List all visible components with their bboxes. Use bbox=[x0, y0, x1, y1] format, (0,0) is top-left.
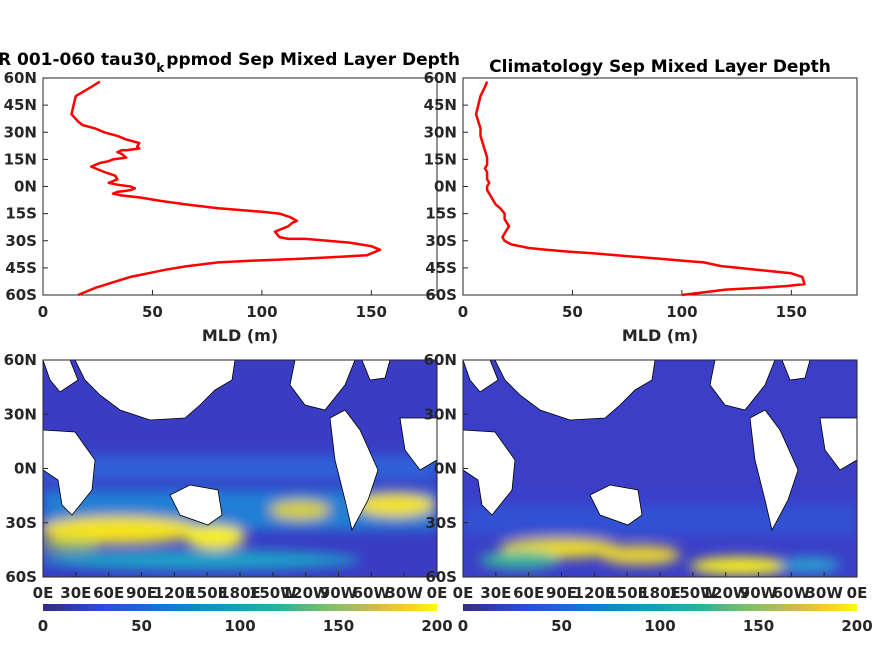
ytick-label: 60S bbox=[425, 568, 457, 586]
xtick-label: 90E bbox=[546, 584, 577, 602]
panel-2-xlabel: MLD (m) bbox=[622, 326, 698, 345]
ytick-label: 0N bbox=[434, 178, 457, 196]
colorbar-tick-label: 100 bbox=[224, 617, 255, 635]
xtick-label: 50 bbox=[142, 303, 163, 321]
colorbar-tick-label: 0 bbox=[38, 617, 48, 635]
ytick-label: 60N bbox=[424, 69, 457, 87]
colorbar-tick-label: 0 bbox=[458, 617, 468, 635]
panel-2-title: Climatology Sep Mixed Layer Depth bbox=[489, 57, 831, 77]
panel-2-series-line bbox=[474, 81, 806, 297]
xtick-label: 90W bbox=[740, 584, 778, 602]
ytick-label: 30N bbox=[424, 405, 457, 423]
panel-3-land bbox=[43, 360, 437, 532]
ytick-label: 30N bbox=[424, 123, 457, 141]
xtick-label: 0 bbox=[38, 303, 48, 321]
xtick-label: 150W bbox=[669, 584, 717, 602]
panel-3-colorbar bbox=[43, 604, 437, 611]
xtick-label: 120W bbox=[702, 584, 750, 602]
colorbar-tick-label: 50 bbox=[131, 617, 152, 635]
xtick-label: 50 bbox=[562, 303, 583, 321]
ytick-label: 15S bbox=[425, 205, 457, 223]
panel-1-axes bbox=[42, 77, 438, 296]
xtick-label: 60W bbox=[773, 584, 811, 602]
ytick-label: 30S bbox=[425, 232, 457, 250]
xtick-label: 30W bbox=[805, 584, 843, 602]
colorbar-tick-label: 200 bbox=[841, 617, 872, 635]
xtick-label: 150E bbox=[186, 584, 228, 602]
xtick-label: 30E bbox=[60, 584, 91, 602]
xtick-label: 180E bbox=[219, 584, 261, 602]
xtick-label: 90E bbox=[126, 584, 157, 602]
xtick-label: 60E bbox=[513, 584, 544, 602]
xtick-label: 0 bbox=[458, 303, 468, 321]
ytick-label: 45N bbox=[4, 96, 37, 114]
xtick-label: 60W bbox=[353, 584, 391, 602]
ytick-label: 30S bbox=[5, 514, 37, 532]
ytick-label: 30N bbox=[4, 405, 37, 423]
panel-1-series-line bbox=[70, 80, 382, 297]
ytick-label: 0N bbox=[14, 460, 37, 478]
xtick-label: 0E bbox=[33, 584, 54, 602]
ytick-label: 60N bbox=[4, 351, 37, 369]
panel-4-colorbar-ticks: 0 50 100 150 200 bbox=[458, 617, 873, 635]
ytick-label: 30S bbox=[425, 514, 457, 532]
ytick-label: 15N bbox=[424, 150, 457, 168]
panel-4-colorbar bbox=[463, 604, 857, 611]
panel-3-field bbox=[43, 360, 437, 577]
colorbar-tick-label: 150 bbox=[743, 617, 774, 635]
xtick-label: 100 bbox=[666, 303, 697, 321]
xtick-label: 30W bbox=[385, 584, 423, 602]
xtick-label: 90W bbox=[320, 584, 358, 602]
ytick-label: 60S bbox=[425, 286, 457, 304]
colorbar-tick-label: 100 bbox=[644, 617, 675, 635]
xtick-label: 150W bbox=[249, 584, 297, 602]
ytick-label: 45S bbox=[425, 259, 457, 277]
xtick-label: 0E bbox=[847, 584, 868, 602]
ytick-label: 30S bbox=[5, 232, 37, 250]
panel-4-field bbox=[463, 360, 857, 577]
panel-1-xlabel: MLD (m) bbox=[202, 326, 278, 345]
panel-3-colorbar-ticks: 0 50 100 150 200 bbox=[38, 617, 453, 635]
colorbar-tick-label: 150 bbox=[323, 617, 354, 635]
panel-2: Climatology Sep Mixed Layer Depth 60N 45N… bbox=[424, 57, 858, 345]
xtick-label: 150E bbox=[606, 584, 648, 602]
ytick-label: 60S bbox=[5, 568, 37, 586]
xtick-label: 0E bbox=[427, 584, 448, 602]
ytick-label: 0N bbox=[14, 178, 37, 196]
xtick-label: 0E bbox=[453, 584, 474, 602]
xtick-label: 60E bbox=[93, 584, 124, 602]
ytick-label: 30N bbox=[4, 123, 37, 141]
ytick-label: 45N bbox=[424, 96, 457, 114]
ytick-label: 15S bbox=[5, 205, 37, 223]
colorbar-tick-label: 200 bbox=[421, 617, 452, 635]
ytick-label: 45S bbox=[5, 259, 37, 277]
panel-4-land bbox=[463, 360, 857, 532]
ytick-label: 15N bbox=[4, 150, 37, 168]
xtick-label: 120E bbox=[154, 584, 196, 602]
xtick-label: 150 bbox=[776, 303, 807, 321]
panel-1: R 001-060 tau30k ppmod Sep Mixed Layer De… bbox=[0, 50, 460, 345]
xtick-label: 100 bbox=[246, 303, 277, 321]
xtick-label: 120W bbox=[282, 584, 330, 602]
ytick-label: 60N bbox=[424, 351, 457, 369]
colorbar-tick-label: 50 bbox=[551, 617, 572, 635]
ytick-label: 60S bbox=[5, 286, 37, 304]
ytick-label: 60N bbox=[4, 69, 37, 87]
panel-1-title: R 001-060 tau30k ppmod Sep Mixed Layer De… bbox=[0, 50, 460, 75]
xtick-label: 180E bbox=[639, 584, 681, 602]
ytick-label: 0N bbox=[434, 460, 457, 478]
xtick-label: 150 bbox=[356, 303, 387, 321]
xtick-label: 30E bbox=[480, 584, 511, 602]
panel-2-axes bbox=[462, 77, 858, 296]
xtick-label: 120E bbox=[574, 584, 616, 602]
